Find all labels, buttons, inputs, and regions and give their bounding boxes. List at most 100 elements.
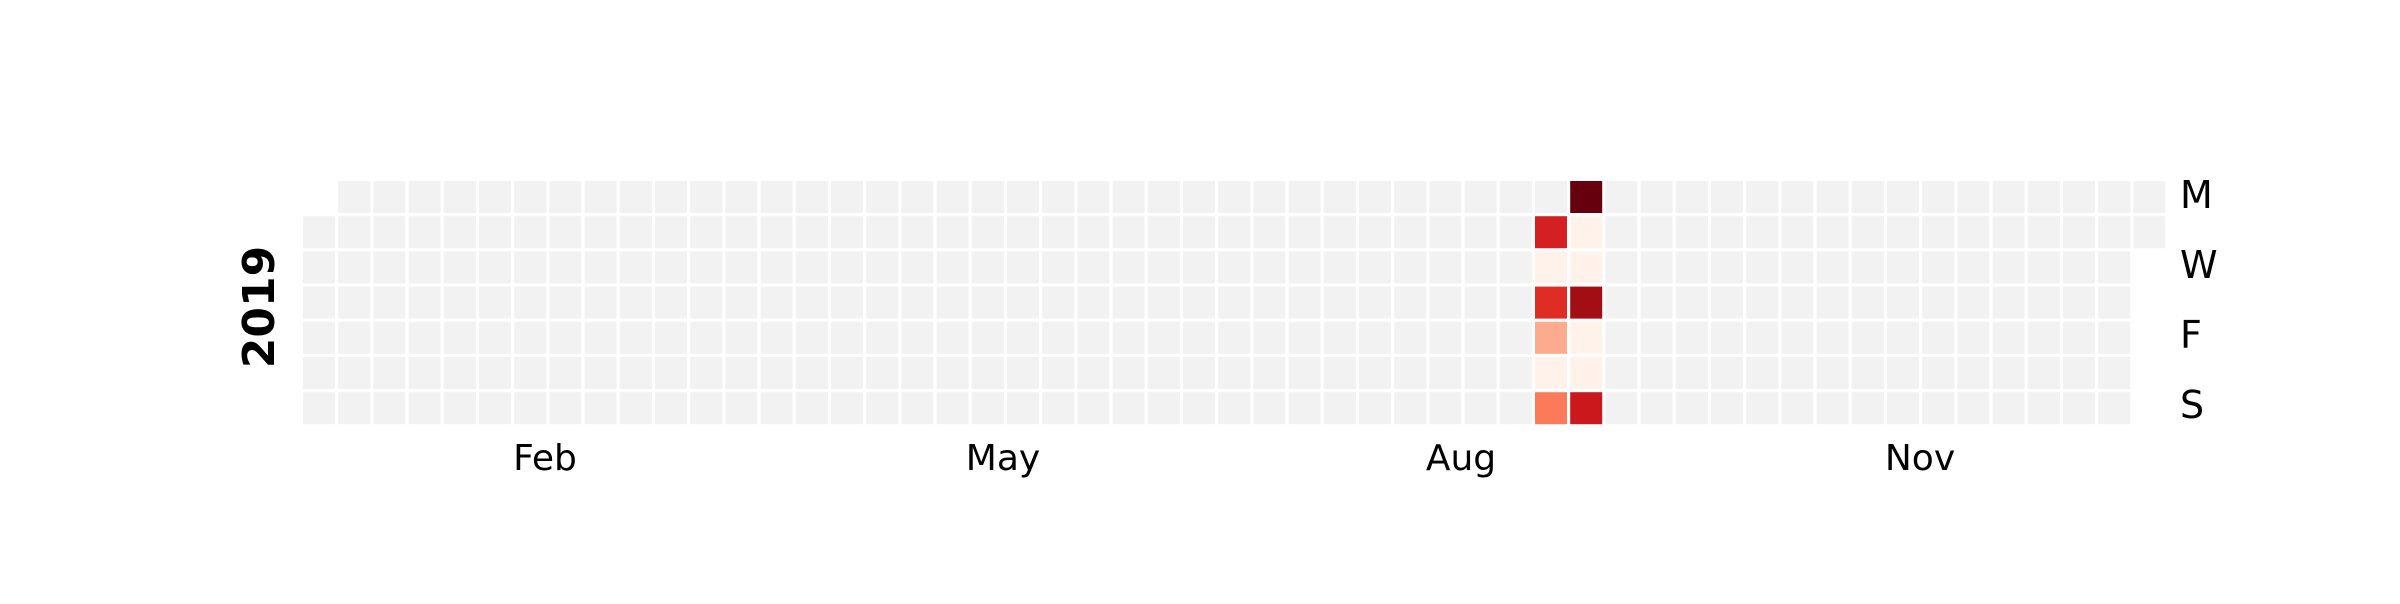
heatmap-cell (479, 357, 511, 389)
heatmap-cell (1887, 181, 1919, 213)
heatmap-cell (1112, 286, 1145, 319)
heatmap-cell (1746, 321, 1779, 354)
heatmap-cell (1359, 251, 1391, 284)
heatmap-cell (1851, 181, 1884, 213)
heatmap-cell (549, 321, 582, 354)
heatmap-cell (1042, 286, 1075, 319)
heatmap-cell (901, 251, 934, 284)
heatmap-cell (373, 392, 406, 425)
heatmap-cell (725, 357, 758, 389)
heatmap-cell (936, 286, 969, 319)
heatmap-cell (1218, 392, 1251, 425)
month-label-aug: Aug (1426, 438, 1496, 479)
month-label-feb: Feb (513, 438, 577, 479)
day-label-w: W (2180, 243, 2218, 287)
heatmap-cell (1112, 251, 1145, 284)
heatmap-cell (1640, 251, 1673, 284)
heatmap-cell (1675, 251, 1708, 284)
heatmap-cell (1746, 392, 1779, 425)
heatmap-cell (479, 392, 511, 425)
heatmap-cell (408, 392, 441, 425)
heatmap-cell (901, 216, 934, 249)
heatmap-cell-active (1570, 251, 1603, 284)
heatmap-cell (1288, 251, 1321, 284)
heatmap-cell (1957, 392, 1990, 425)
heatmap-cell (1816, 286, 1849, 319)
heatmap-cell (1887, 216, 1919, 249)
heatmap-cell (2027, 251, 2060, 284)
heatmap-cell (1992, 357, 2025, 389)
heatmap-cell (373, 251, 406, 284)
heatmap-cell (1183, 357, 1215, 389)
heatmap-cell (443, 181, 476, 213)
heatmap-cell-active (1535, 321, 1567, 354)
heatmap-cell (655, 321, 687, 354)
heatmap-cell (936, 216, 969, 249)
heatmap-cell (338, 181, 371, 213)
heatmap-cell (1499, 286, 1532, 319)
heatmap-cell (1464, 251, 1497, 284)
heatmap-cell (831, 321, 863, 354)
heatmap-cell (1535, 181, 1567, 213)
heatmap-cell (936, 181, 969, 213)
heatmap-cell (2098, 216, 2131, 249)
heatmap-cell (1605, 251, 1638, 284)
heatmap-cell (2098, 181, 2131, 213)
heatmap-cell (1359, 216, 1391, 249)
heatmap-cell (584, 216, 617, 249)
heatmap-cell (1323, 392, 1356, 425)
heatmap-cell (1429, 321, 1462, 354)
heatmap-cell (936, 251, 969, 284)
heatmap-cell (2027, 357, 2060, 389)
heatmap-cell (1359, 286, 1391, 319)
labels-layer: 2019 Feb May Aug Nov M W F S (234, 173, 2218, 479)
heatmap-cell (1675, 216, 1708, 249)
heatmap-cell (1816, 216, 1849, 249)
heatmap-cell (303, 357, 335, 389)
heatmap-cell (760, 357, 793, 389)
heatmap-cell (1957, 286, 1990, 319)
heatmap-cell (1077, 251, 1110, 284)
heatmap-cell (1218, 251, 1251, 284)
heatmap-cell (971, 286, 1004, 319)
heatmap-cell (2133, 181, 2166, 213)
heatmap-cell (1183, 181, 1215, 213)
heatmap-cell (1711, 357, 1743, 389)
heatmap-cell (514, 357, 547, 389)
heatmap-cell (1429, 181, 1462, 213)
heatmap-cell (1288, 357, 1321, 389)
heatmap-cell (514, 216, 547, 249)
heatmap-cell (1746, 357, 1779, 389)
heatmap-cell (1183, 251, 1215, 284)
heatmap-cell (1499, 392, 1532, 425)
heatmap-cell (795, 216, 828, 249)
heatmap-cell (1147, 392, 1180, 425)
heatmap-cell (866, 181, 899, 213)
heatmap-cell (1711, 251, 1743, 284)
heatmap-cell (971, 181, 1004, 213)
heatmap-cell (1288, 216, 1321, 249)
heatmap-cell (1042, 181, 1075, 213)
heatmap-cell (760, 321, 793, 354)
heatmap-cell (2098, 392, 2131, 425)
heatmap-cell (373, 181, 406, 213)
heatmap-cell (1640, 181, 1673, 213)
heatmap-cell (866, 251, 899, 284)
heatmap-cell (725, 251, 758, 284)
heatmap-cell (1922, 357, 1955, 389)
heatmap-cell-active (1570, 216, 1603, 249)
heatmap-cell (1746, 251, 1779, 284)
heatmap-cell (1499, 216, 1532, 249)
heatmap-cell (1499, 357, 1532, 389)
heatmap-cell (1394, 216, 1427, 249)
heatmap-cell (1746, 216, 1779, 249)
heatmap-cell (866, 357, 899, 389)
heatmap-cell-active (1570, 357, 1603, 389)
heatmap-cell (760, 392, 793, 425)
heatmap-cell-active (1570, 321, 1603, 354)
cells-layer (303, 181, 2166, 425)
heatmap-cell (619, 286, 652, 319)
heatmap-cell (1253, 321, 1286, 354)
heatmap-cell (1394, 286, 1427, 319)
